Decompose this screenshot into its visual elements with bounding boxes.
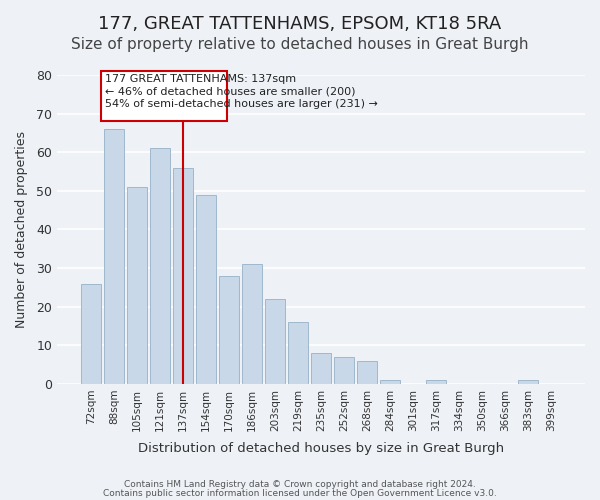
Bar [334, 357, 354, 384]
Text: Size of property relative to detached houses in Great Burgh: Size of property relative to detached ho… [71, 38, 529, 52]
Text: 54% of semi-detached houses are larger (231) →: 54% of semi-detached houses are larger (… [105, 99, 377, 109]
Bar [242, 264, 262, 384]
Bar [196, 194, 216, 384]
Text: 177 GREAT TATTENHAMS: 137sqm: 177 GREAT TATTENHAMS: 137sqm [105, 74, 296, 84]
Bar [150, 148, 170, 384]
Bar [289, 322, 308, 384]
Bar [518, 380, 538, 384]
Y-axis label: Number of detached properties: Number of detached properties [15, 131, 28, 328]
Bar [104, 129, 124, 384]
Bar [127, 187, 147, 384]
Bar [380, 380, 400, 384]
Text: 177, GREAT TATTENHAMS, EPSOM, KT18 5RA: 177, GREAT TATTENHAMS, EPSOM, KT18 5RA [98, 15, 502, 33]
Bar [265, 299, 285, 384]
Bar [358, 360, 377, 384]
Text: Contains HM Land Registry data © Crown copyright and database right 2024.: Contains HM Land Registry data © Crown c… [124, 480, 476, 489]
Bar [311, 353, 331, 384]
FancyBboxPatch shape [101, 71, 227, 122]
Bar [173, 168, 193, 384]
Bar [81, 284, 101, 384]
Text: ← 46% of detached houses are smaller (200): ← 46% of detached houses are smaller (20… [105, 86, 355, 97]
X-axis label: Distribution of detached houses by size in Great Burgh: Distribution of detached houses by size … [138, 442, 504, 455]
Bar [427, 380, 446, 384]
Bar [219, 276, 239, 384]
Text: Contains public sector information licensed under the Open Government Licence v3: Contains public sector information licen… [103, 488, 497, 498]
